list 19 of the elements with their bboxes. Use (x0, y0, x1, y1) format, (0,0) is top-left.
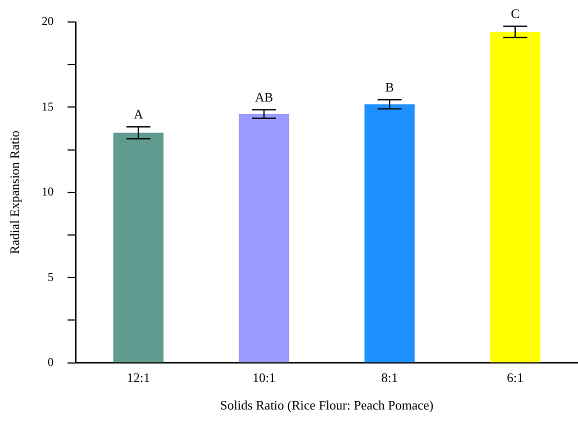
bar (113, 132, 164, 362)
annotation: B (385, 80, 394, 95)
bar (364, 104, 415, 362)
x-tick-label: 8:1 (381, 370, 398, 386)
bar (238, 114, 290, 362)
annotation: A (134, 106, 144, 122)
y-tick-label: 20 (42, 14, 54, 28)
y-tick-label: 10 (42, 184, 54, 199)
y-axis-title: Radial Expansion Ratio (7, 130, 22, 254)
x-axis-title: Solids Ratio (Rice Flour: Peach Pomace) (220, 398, 434, 413)
annotation: AB (254, 90, 274, 105)
annotation: C (510, 6, 520, 22)
x-tick-label: 12:1 (126, 370, 150, 386)
x-tick-label: 6:1 (506, 370, 524, 386)
x-tick-label: 10:1 (252, 370, 276, 386)
y-tick-label: 15 (42, 99, 54, 114)
bar (490, 32, 540, 362)
y-tick-label: 5 (48, 270, 54, 284)
y-tick-label: 0 (48, 354, 54, 369)
